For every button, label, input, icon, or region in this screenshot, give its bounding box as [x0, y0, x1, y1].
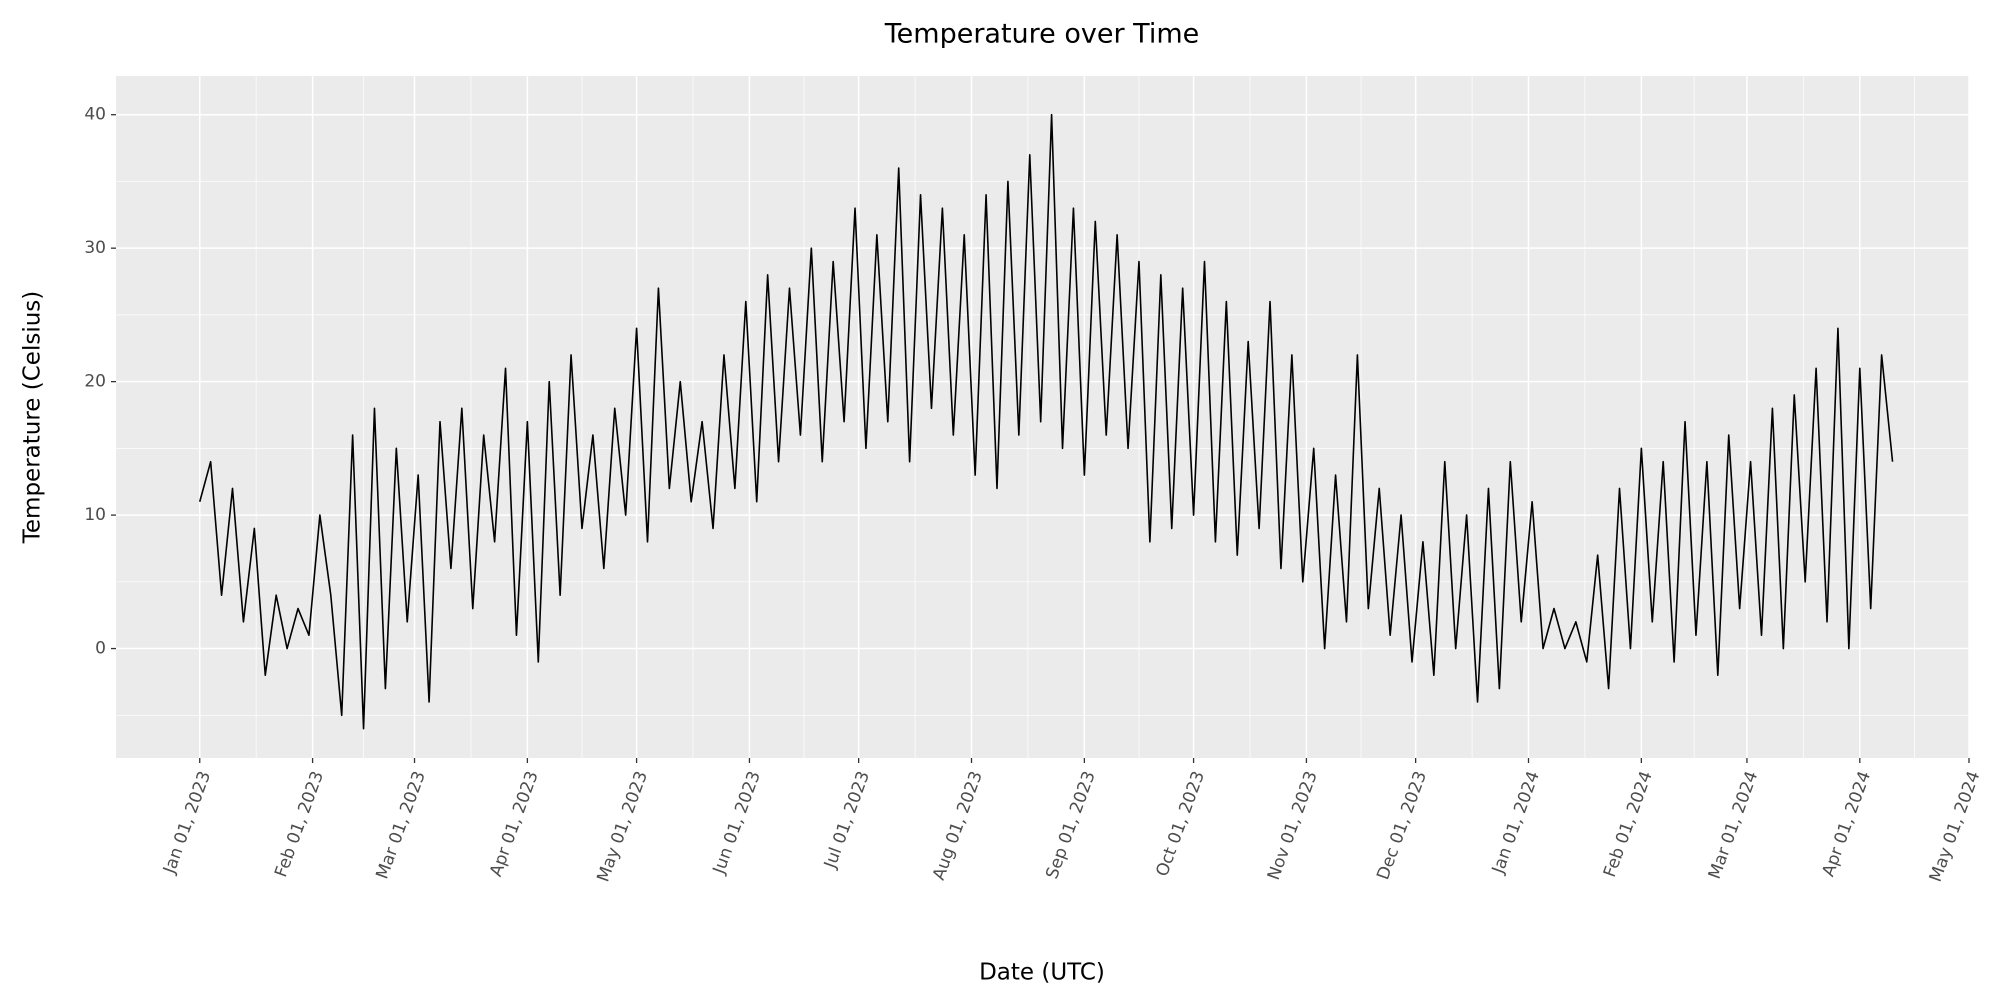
x-tick-label: Mar 01, 2024	[1705, 769, 1763, 882]
x-tick-label: Jul 01, 2023	[820, 769, 874, 872]
x-tick-label: Sep 01, 2023	[1042, 769, 1099, 882]
x-tick-label: Jun 01, 2023	[709, 769, 765, 878]
y-tick-label: 40	[84, 105, 106, 125]
x-tick-label: Feb 01, 2024	[1600, 769, 1657, 880]
x-tick-label: Feb 01, 2023	[271, 769, 328, 880]
x-tick-label: Apr 01, 2024	[1819, 769, 1876, 880]
x-axis-label: Date (UTC)	[979, 960, 1105, 986]
x-tick-label: Nov 01, 2023	[1264, 769, 1322, 883]
x-tick-label: Apr 01, 2023	[486, 769, 543, 880]
data-line	[198, 113, 1894, 730]
chart-title: Temperature over Time	[884, 19, 1199, 50]
x-tick-label: Aug 01, 2023	[929, 769, 987, 883]
x-tick-label: Jan 01, 2023	[159, 769, 215, 878]
y-tick-label: 10	[84, 505, 106, 525]
x-tick-label: Oct 01, 2023	[1152, 769, 1209, 880]
y-axis-label: Temperature (Celsius)	[20, 291, 46, 544]
x-tick-label: Jan 01, 2024	[1488, 769, 1544, 878]
y-tick-label: 20	[84, 372, 106, 392]
y-tick-label: 30	[84, 238, 106, 258]
plot-background	[116, 76, 1969, 758]
x-tick-label: Mar 01, 2023	[372, 769, 430, 882]
x-tick-label: May 01, 2023	[593, 769, 652, 885]
x-tick-label: Dec 01, 2023	[1373, 769, 1431, 883]
y-tick-label: 0	[95, 639, 106, 659]
x-tick-label: May 01, 2024	[1926, 769, 1985, 885]
